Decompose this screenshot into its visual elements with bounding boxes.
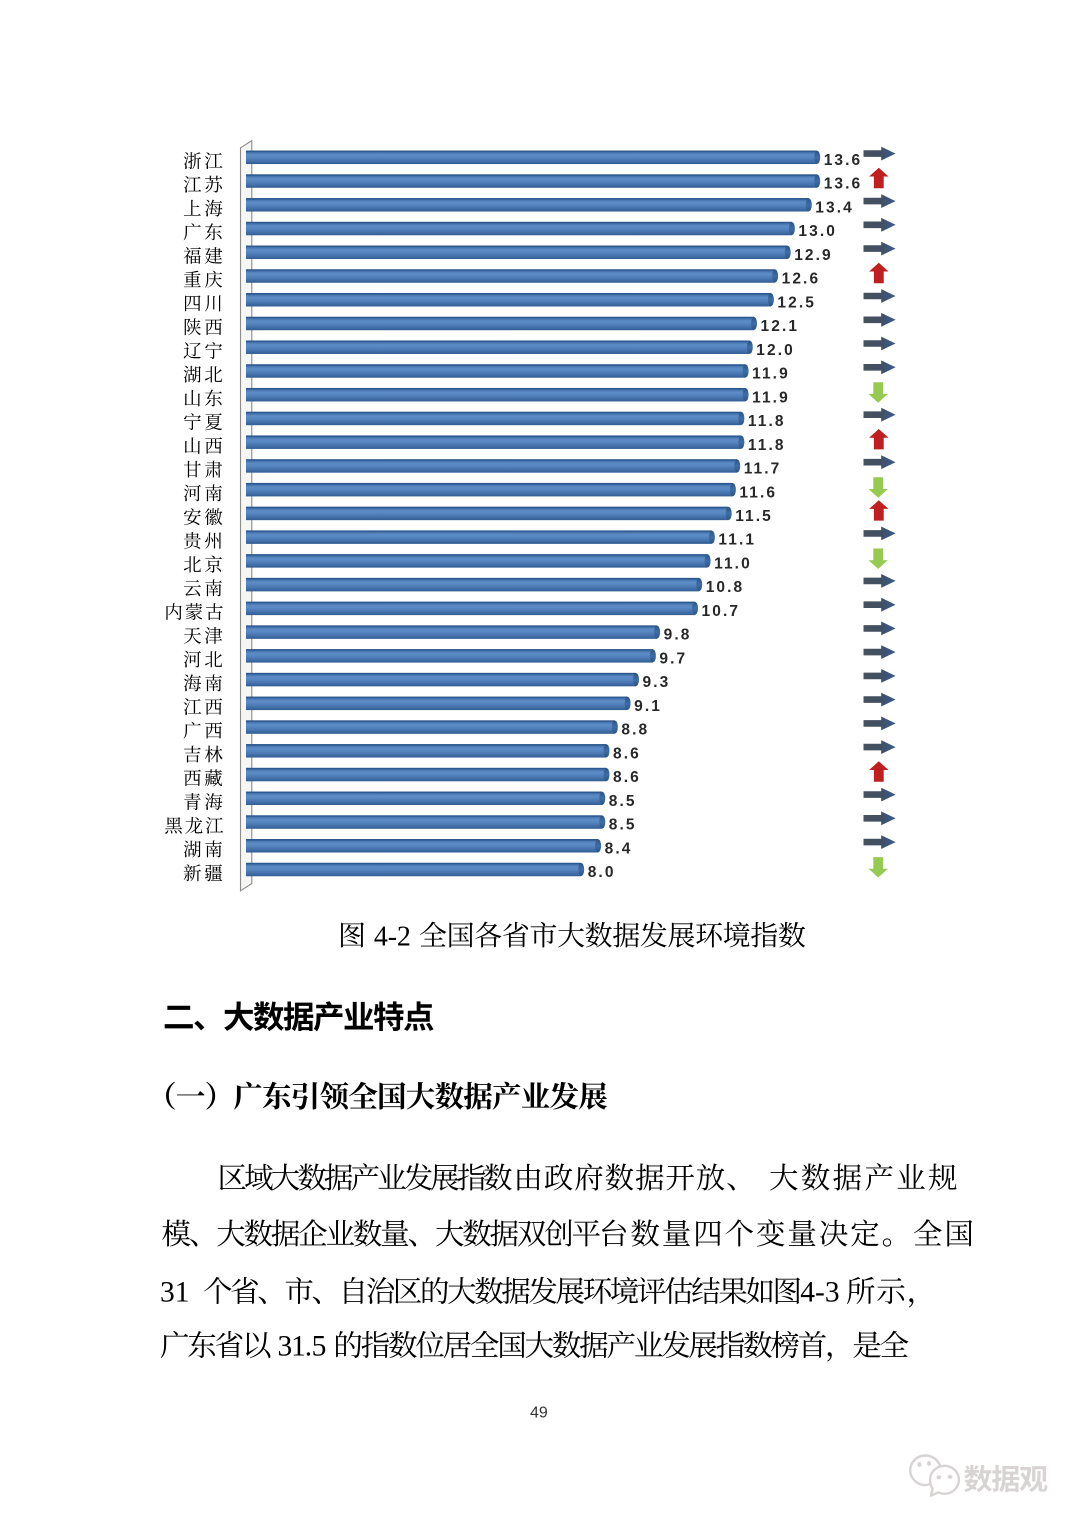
svg-text:12.1: 12.1: [761, 318, 800, 335]
svg-text:8.6: 8.6: [613, 769, 641, 786]
svg-text:9.1: 9.1: [634, 698, 662, 715]
svg-text:13.0: 13.0: [798, 223, 837, 240]
svg-text:3: 3: [277, 1331, 292, 1363]
svg-text:49: 49: [530, 1405, 548, 1422]
svg-text:11.0: 11.0: [714, 555, 752, 572]
svg-text:10.8: 10.8: [706, 579, 745, 596]
svg-text:11.9: 11.9: [752, 389, 790, 406]
svg-text:11.6: 11.6: [739, 484, 777, 501]
svg-text:8.4: 8.4: [605, 840, 633, 857]
svg-text:8.8: 8.8: [621, 722, 649, 739]
svg-text:12.6: 12.6: [782, 271, 821, 288]
svg-text:13.4: 13.4: [815, 199, 854, 216]
svg-text:4: 4: [800, 1277, 815, 1309]
svg-text:9.8: 9.8: [664, 627, 692, 644]
svg-text:12.9: 12.9: [794, 247, 833, 264]
svg-text:2: 2: [397, 921, 411, 952]
svg-text:8.6: 8.6: [613, 745, 641, 762]
svg-text:13.6: 13.6: [824, 152, 863, 169]
svg-text:11.8: 11.8: [748, 437, 786, 454]
svg-text:3: 3: [160, 1277, 175, 1309]
svg-text:8.5: 8.5: [609, 817, 637, 834]
svg-text:11.9: 11.9: [752, 366, 790, 383]
svg-text:11.7: 11.7: [744, 461, 782, 478]
svg-text:3: 3: [825, 1277, 840, 1309]
svg-text:11.8: 11.8: [748, 413, 786, 430]
svg-text:8.0: 8.0: [588, 864, 616, 881]
svg-text:13.6: 13.6: [824, 176, 863, 193]
svg-text:12.5: 12.5: [777, 294, 816, 311]
svg-text:10.7: 10.7: [702, 603, 741, 620]
svg-text:5: 5: [312, 1331, 327, 1363]
svg-text:1: 1: [291, 1331, 306, 1363]
svg-text:-: -: [388, 921, 397, 952]
svg-text:12.0: 12.0: [756, 342, 795, 359]
svg-text:9.7: 9.7: [659, 650, 687, 667]
svg-text:.: .: [305, 1331, 312, 1363]
svg-text:9.3: 9.3: [643, 674, 671, 691]
svg-text:1: 1: [175, 1277, 190, 1309]
svg-text:-: -: [815, 1277, 825, 1309]
svg-text:8.5: 8.5: [609, 793, 637, 810]
svg-text:4: 4: [374, 921, 388, 952]
svg-text:11.5: 11.5: [735, 508, 773, 525]
svg-text:11.1: 11.1: [718, 532, 756, 549]
